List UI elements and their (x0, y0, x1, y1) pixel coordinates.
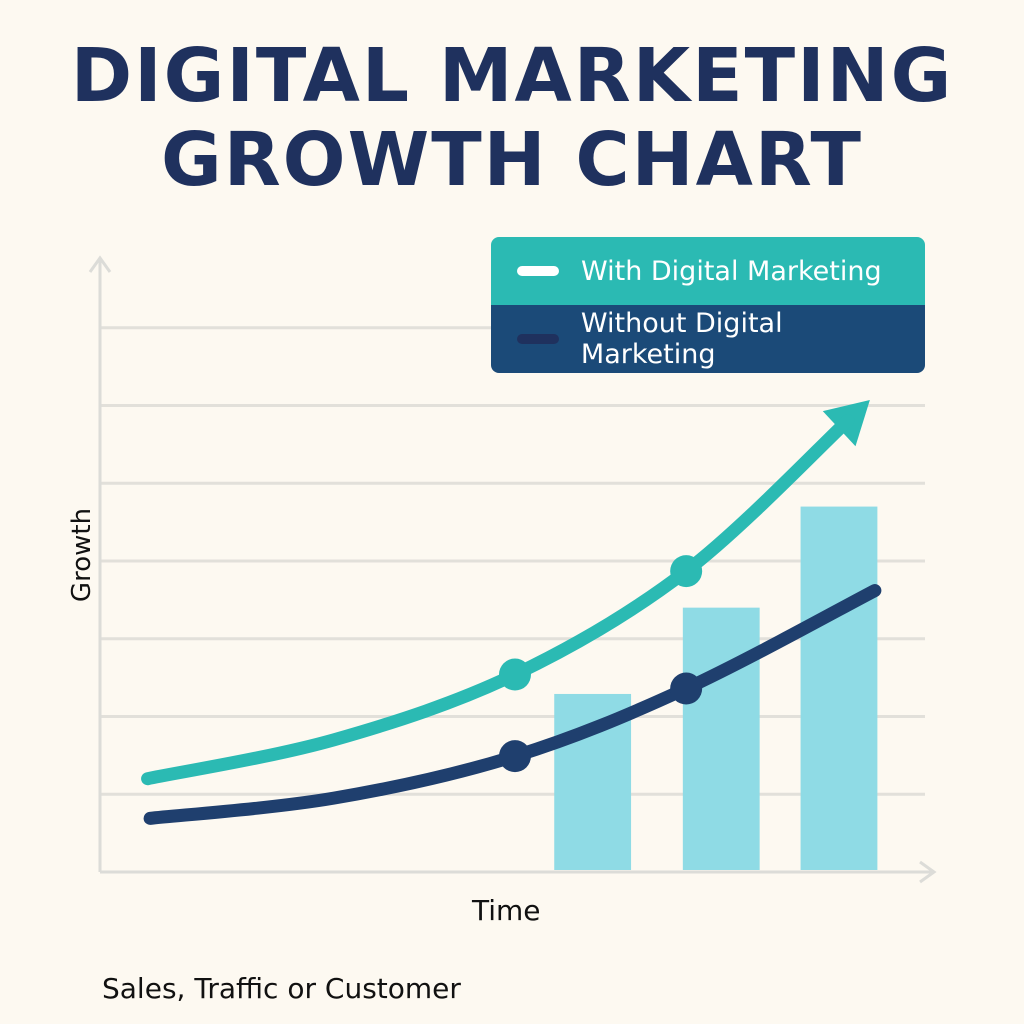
chart-title: DIGITAL MARKETING GROWTH CHART (70, 33, 954, 203)
series-point (670, 672, 703, 705)
x-axis-arrow-icon (919, 860, 937, 884)
series-point (498, 658, 531, 691)
x-axis-label: Time (472, 894, 541, 927)
y-axis-arrow-icon (88, 255, 112, 273)
bar (682, 607, 760, 870)
series-point (670, 555, 703, 588)
legend-swatch-with (517, 266, 559, 276)
series-point (498, 740, 531, 773)
legend: With Digital Marketing Without Digital M… (491, 237, 925, 373)
footnote: Sales, Traffic or Customer (102, 972, 461, 1005)
bar (800, 506, 878, 870)
y-axis-label: Growth (67, 507, 97, 603)
legend-item-without: Without Digital Marketing (491, 305, 925, 373)
legend-swatch-without (517, 334, 559, 344)
legend-item-with: With Digital Marketing (491, 237, 925, 305)
legend-label-without: Without Digital Marketing (580, 308, 783, 370)
series-line (143, 584, 882, 825)
legend-label-with: With Digital Marketing (581, 255, 882, 287)
